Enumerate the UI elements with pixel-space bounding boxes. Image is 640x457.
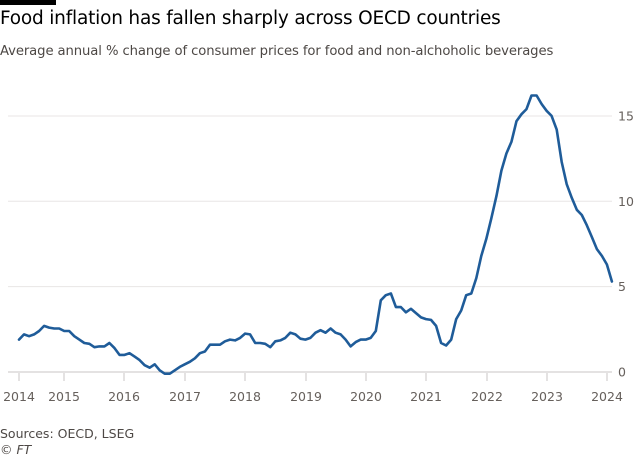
- x-tick-label: 2017: [169, 389, 201, 404]
- y-tick-label: 5: [618, 279, 626, 294]
- x-tick-label: 2015: [48, 389, 80, 404]
- chart-title: Food inflation has fallen sharply across…: [0, 8, 501, 29]
- series-line: [17, 94, 614, 375]
- x-tick-label: 2018: [229, 389, 261, 404]
- y-tick-label: 15: [618, 108, 634, 123]
- x-tick-label: 2019: [290, 389, 322, 404]
- x-tick-label: 2023: [531, 389, 563, 404]
- x-tick-label: 2022: [471, 389, 503, 404]
- x-tick-label: 2024: [591, 389, 623, 404]
- x-tick-label: 2020: [350, 389, 382, 404]
- x-tick-label: 2016: [108, 389, 140, 404]
- x-tick-label: 2021: [410, 389, 442, 404]
- chart-subtitle: Average annual % change of consumer pric…: [0, 44, 554, 59]
- source-note: Sources: OECD, LSEG: [0, 426, 135, 441]
- y-tick-label: 10: [618, 194, 634, 209]
- y-tick-label: 0: [618, 365, 626, 380]
- ft-credit: © FT: [0, 442, 32, 457]
- x-tick-label: 2014: [3, 389, 35, 404]
- brand-bar: [0, 0, 56, 5]
